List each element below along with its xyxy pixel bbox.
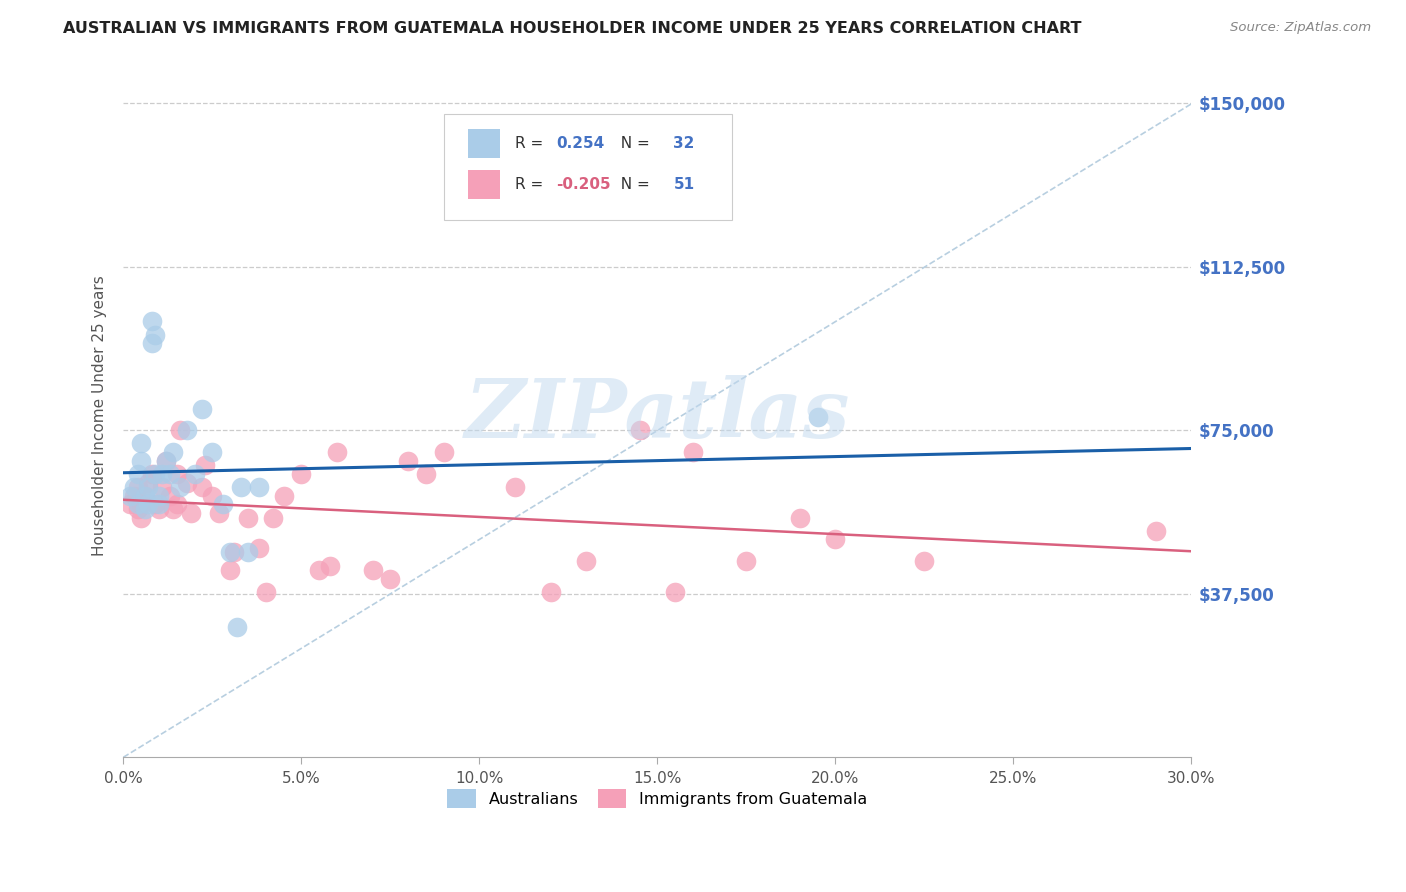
- Point: [143, 327, 166, 342]
- Point: [236, 545, 259, 559]
- Text: Source: ZipAtlas.com: Source: ZipAtlas.com: [1230, 21, 1371, 34]
- Point: [575, 554, 598, 568]
- Point: [141, 314, 163, 328]
- Text: ZIPatlas: ZIPatlas: [464, 376, 851, 455]
- Point: [273, 489, 295, 503]
- Point: [141, 467, 163, 481]
- Point: [148, 501, 170, 516]
- Point: [129, 510, 152, 524]
- Point: [735, 554, 758, 568]
- Point: [127, 501, 149, 516]
- Point: [628, 424, 651, 438]
- Point: [148, 498, 170, 512]
- Point: [319, 558, 342, 573]
- Point: [143, 467, 166, 481]
- Point: [396, 454, 419, 468]
- Point: [127, 467, 149, 481]
- Point: [433, 445, 456, 459]
- Point: [134, 489, 156, 503]
- Point: [129, 498, 152, 512]
- Text: 32: 32: [673, 136, 695, 151]
- Point: [120, 489, 142, 503]
- Point: [183, 467, 205, 481]
- Point: [190, 401, 212, 416]
- Point: [247, 541, 270, 555]
- Text: N =: N =: [612, 177, 655, 192]
- Point: [136, 475, 159, 490]
- Point: [166, 498, 188, 512]
- Point: [134, 501, 156, 516]
- Point: [134, 489, 156, 503]
- Point: [380, 572, 402, 586]
- Point: [290, 467, 312, 481]
- Point: [912, 554, 935, 568]
- Point: [122, 489, 145, 503]
- Point: [152, 467, 174, 481]
- Point: [129, 436, 152, 450]
- Y-axis label: Householder Income Under 25 years: Householder Income Under 25 years: [93, 275, 107, 556]
- Text: 51: 51: [673, 177, 695, 192]
- Point: [180, 506, 202, 520]
- Point: [219, 545, 242, 559]
- Text: R =: R =: [516, 177, 548, 192]
- Point: [664, 584, 686, 599]
- Point: [540, 584, 562, 599]
- Point: [201, 445, 224, 459]
- Point: [162, 445, 184, 459]
- Point: [129, 454, 152, 468]
- Point: [176, 475, 198, 490]
- Point: [789, 510, 811, 524]
- Point: [169, 480, 191, 494]
- Text: 0.254: 0.254: [555, 136, 605, 151]
- Point: [152, 480, 174, 494]
- Point: [226, 619, 249, 633]
- Text: N =: N =: [612, 136, 655, 151]
- Point: [127, 498, 149, 512]
- Point: [162, 501, 184, 516]
- Point: [807, 410, 830, 425]
- Point: [222, 545, 245, 559]
- Point: [415, 467, 437, 481]
- Point: [166, 467, 188, 481]
- Point: [176, 424, 198, 438]
- Point: [219, 563, 242, 577]
- Point: [682, 445, 704, 459]
- Point: [143, 498, 166, 512]
- Point: [155, 454, 177, 468]
- Point: [190, 480, 212, 494]
- Point: [212, 498, 235, 512]
- Point: [208, 506, 231, 520]
- Point: [141, 336, 163, 351]
- Point: [262, 510, 284, 524]
- Point: [169, 424, 191, 438]
- Point: [326, 445, 349, 459]
- Point: [229, 480, 252, 494]
- FancyBboxPatch shape: [444, 114, 733, 220]
- Point: [308, 563, 330, 577]
- Legend: Australians, Immigrants from Guatemala: Australians, Immigrants from Guatemala: [441, 783, 875, 814]
- Point: [155, 454, 177, 468]
- Bar: [468, 129, 501, 158]
- Point: [236, 510, 259, 524]
- Point: [122, 480, 145, 494]
- Text: AUSTRALIAN VS IMMIGRANTS FROM GUATEMALA HOUSEHOLDER INCOME UNDER 25 YEARS CORREL: AUSTRALIAN VS IMMIGRANTS FROM GUATEMALA …: [63, 21, 1081, 36]
- Point: [159, 467, 181, 481]
- Text: -0.205: -0.205: [555, 177, 610, 192]
- Text: R =: R =: [516, 136, 548, 151]
- Point: [503, 480, 526, 494]
- Point: [201, 489, 224, 503]
- Point: [127, 480, 149, 494]
- Point: [247, 480, 270, 494]
- Point: [194, 458, 217, 473]
- Point: [136, 498, 159, 512]
- Bar: [468, 170, 501, 199]
- Point: [136, 480, 159, 494]
- Point: [159, 489, 181, 503]
- Point: [120, 498, 142, 512]
- Point: [361, 563, 384, 577]
- Point: [824, 533, 846, 547]
- Point: [148, 489, 170, 503]
- Point: [1144, 524, 1167, 538]
- Point: [254, 584, 277, 599]
